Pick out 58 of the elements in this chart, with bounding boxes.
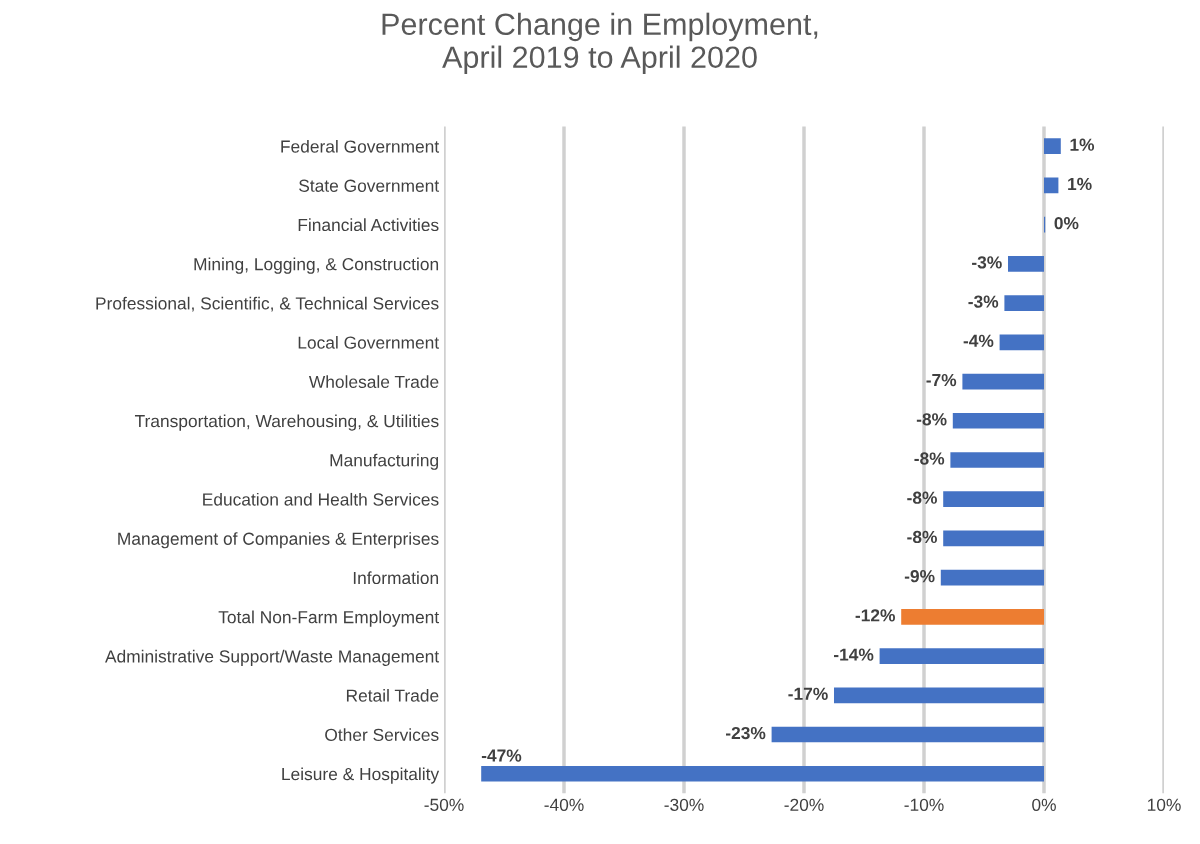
y-tick-label: Wholesale Trade xyxy=(308,375,439,388)
x-tick-label: -20% xyxy=(784,798,824,811)
x-tick-label: 10% xyxy=(1147,798,1181,811)
y-tick-label: Administrative Support/Waste Management xyxy=(105,649,440,666)
bar xyxy=(950,452,1044,468)
data-label: -4% xyxy=(963,334,994,347)
y-tick-label: Manufacturing xyxy=(330,453,439,470)
y-tick-label: Local Government xyxy=(298,336,440,349)
y-tick-label: State Government xyxy=(299,179,440,192)
data-label: -12% xyxy=(855,609,895,622)
data-label: -3% xyxy=(972,256,1002,269)
y-tick-label: Transportation, Warehousing, & Utilities xyxy=(134,414,439,431)
bar xyxy=(1004,295,1044,311)
y-tick-label: Retail Trade xyxy=(346,689,439,702)
y-tick-label: Professional, Scientific, & Technical Services xyxy=(96,296,439,312)
data-label: 1% xyxy=(1070,138,1095,151)
x-tick-label: -40% xyxy=(544,798,584,811)
y-tick-label: Education and Health Services xyxy=(203,492,439,506)
chart-title: Percent Change in Employment, April 2019 to April 2020 xyxy=(382,12,818,75)
data-label: -8% xyxy=(907,491,937,504)
bar xyxy=(834,687,1044,704)
data-label: -47% xyxy=(481,749,522,762)
data-label: -3% xyxy=(968,295,999,308)
bar xyxy=(943,530,1044,547)
data-label: -17% xyxy=(788,687,828,700)
y-tick-label: Federal Government xyxy=(281,139,440,153)
x-tick-label: 0% xyxy=(1032,798,1056,811)
bar xyxy=(771,726,1044,743)
x-tick-label: -10% xyxy=(904,798,944,811)
bar xyxy=(1044,138,1061,155)
data-label: -23% xyxy=(725,726,766,740)
bar xyxy=(481,765,1044,782)
data-label: 0% xyxy=(1054,217,1079,230)
y-tick-label: Information xyxy=(353,571,439,585)
bar xyxy=(943,491,1044,508)
x-tick-label: -50% xyxy=(424,798,464,811)
bar xyxy=(879,648,1044,664)
bar xyxy=(940,569,1044,586)
data-label: -8% xyxy=(907,530,937,544)
y-tick-label: Financial Activities xyxy=(298,218,439,232)
x-tick-label: -30% xyxy=(664,798,704,811)
bar xyxy=(962,373,1044,390)
data-label: -14% xyxy=(833,648,874,661)
y-tick-label: Mining, Logging, & Construction xyxy=(194,257,439,274)
y-tick-label: Other Services xyxy=(325,728,439,741)
data-label: 1% xyxy=(1068,177,1092,191)
bar xyxy=(1008,256,1044,272)
y-tick-label: Management of Companies & Enterprises xyxy=(118,532,439,549)
bar xyxy=(952,412,1044,429)
bar xyxy=(1044,177,1059,194)
bar xyxy=(999,334,1044,351)
data-label: -9% xyxy=(904,570,935,583)
data-label: -7% xyxy=(926,373,957,387)
y-tick-label: Leisure & Hospitality xyxy=(282,767,440,784)
y-tick-label: Total Non-Farm Employment xyxy=(218,610,440,627)
data-label: -8% xyxy=(916,413,947,426)
data-label: -8% xyxy=(914,452,945,465)
bar xyxy=(901,609,1044,625)
